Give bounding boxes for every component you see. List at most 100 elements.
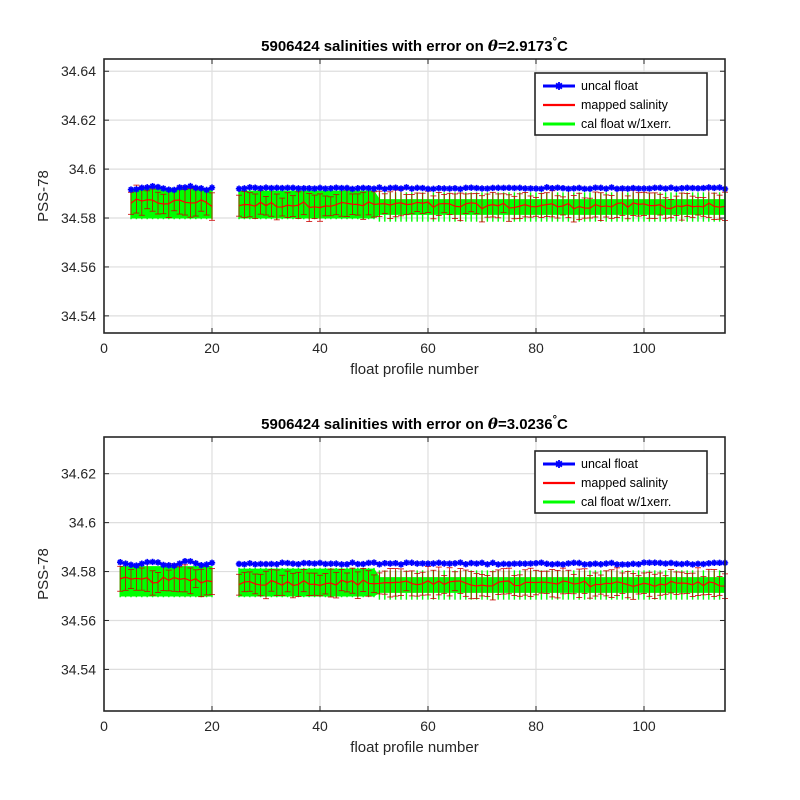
uncal-float-point: [279, 559, 286, 566]
uncal-float-point: [516, 184, 523, 192]
uncal-float-point: [306, 185, 313, 192]
uncal-float-point: [581, 185, 588, 193]
uncal-float-point: [149, 558, 156, 566]
uncal-float-point: [322, 560, 329, 568]
title-theta: θ: [488, 415, 498, 433]
uncal-float-point: [624, 561, 631, 568]
title-theta: θ: [488, 37, 498, 55]
uncal-float-point: [343, 561, 351, 568]
uncal-float-point: [343, 184, 351, 192]
uncal-float-point: [154, 183, 162, 191]
uncal-float-point: [235, 560, 243, 568]
uncal-float-point: [424, 185, 432, 193]
x-tick-label: 80: [528, 340, 544, 356]
uncal-float-point: [597, 184, 604, 192]
legend-mapped-label: mapped salinity: [581, 476, 669, 490]
uncal-float-point: [505, 184, 513, 192]
uncal-float-point: [640, 559, 648, 566]
x-tick-label: 20: [204, 340, 220, 356]
uncal-float-point: [576, 559, 583, 567]
uncal-float-point: [462, 561, 469, 568]
title-prefix: 5906424 salinities with error on: [261, 38, 488, 55]
title-degree: °: [553, 36, 557, 48]
uncal-float-point: [430, 185, 437, 193]
uncal-float-point: [619, 561, 626, 568]
uncal-float-point: [241, 561, 248, 568]
uncal-float-point: [694, 185, 702, 192]
uncal-float-point: [468, 184, 475, 191]
uncal-float-point: [635, 185, 642, 192]
uncal-float-point: [549, 184, 556, 192]
x-tick-label: 100: [632, 340, 656, 356]
uncal-float-point: [478, 559, 486, 567]
uncal-float-point: [435, 559, 442, 567]
uncal-float-point: [576, 184, 583, 192]
uncal-float-point: [554, 560, 561, 568]
x-tick-label: 40: [312, 340, 328, 356]
uncal-float-point: [657, 559, 664, 567]
uncal-float-point: [624, 185, 631, 192]
uncal-float-point: [700, 560, 707, 568]
uncal-float-point: [700, 184, 707, 192]
uncal-float-point: [370, 559, 378, 566]
uncal-float-point: [441, 185, 448, 192]
uncal-float-point: [673, 560, 680, 568]
y-tick-label: 34.62: [61, 112, 96, 128]
legend: uncal float mapped salinity cal float w/1x…: [534, 72, 708, 136]
uncal-float-point: [192, 184, 199, 192]
legend-uncal-marker: [555, 82, 563, 90]
uncal-float-point: [500, 184, 507, 192]
uncal-float-point: [122, 560, 129, 567]
axes-box: [103, 436, 726, 712]
uncal-float-point: [397, 185, 405, 192]
uncal-float-point: [365, 184, 372, 192]
cal-float-band: [130, 188, 213, 219]
uncal-float-point: [133, 186, 140, 193]
uncal-float-point: [138, 560, 145, 567]
uncal-float-point: [678, 560, 685, 568]
legend-uncal-marker: [555, 460, 563, 468]
uncal-float-point: [349, 559, 356, 566]
uncal-float-point: [489, 559, 496, 567]
y-tick-label: 34.54: [61, 661, 96, 677]
uncal-float-point: [144, 558, 151, 566]
uncal-float-point: [646, 185, 653, 192]
uncal-float-point: [484, 185, 491, 192]
uncal-float-point: [408, 559, 415, 566]
x-axis-label: float profile number: [350, 361, 478, 378]
uncal-float-point: [430, 560, 437, 567]
uncal-float-point: [127, 561, 135, 569]
uncal-float-point: [684, 560, 691, 567]
uncal-float-point: [619, 185, 626, 192]
uncal-float-point: [365, 559, 372, 567]
uncal-float-point: [478, 185, 486, 192]
uncal-float-point: [667, 559, 675, 567]
title-unit: C: [557, 38, 568, 55]
uncal-float-point: [549, 561, 556, 568]
uncal-float-point: [252, 561, 259, 568]
uncal-float-point: [468, 559, 475, 567]
uncal-float-point: [538, 185, 545, 193]
uncal-float-point: [208, 184, 216, 191]
title-unit: C: [557, 416, 568, 433]
title-value: =3.0236: [498, 416, 553, 433]
x-axis-label: float profile number: [350, 739, 478, 756]
uncal-float-point: [489, 184, 496, 192]
y-axis-label: PSS-78: [35, 548, 52, 600]
uncal-float-point: [268, 184, 275, 192]
uncal-float-point: [635, 560, 642, 568]
mapped-salinity-line: [238, 579, 726, 588]
uncal-float-point: [662, 185, 669, 192]
uncal-float-point: [295, 560, 302, 568]
uncal-float-point: [165, 562, 172, 569]
x-tick-label: 20: [204, 718, 220, 734]
uncal-float-point: [613, 185, 621, 193]
uncal-float-point: [138, 184, 145, 192]
uncal-float-point: [511, 184, 518, 192]
uncal-float-point: [203, 186, 210, 194]
uncal-float-point: [300, 559, 307, 567]
uncal-float-point: [316, 559, 324, 567]
uncal-float-point: [716, 559, 723, 567]
uncal-float-point: [565, 185, 572, 192]
x-tick-label: 60: [420, 340, 436, 356]
